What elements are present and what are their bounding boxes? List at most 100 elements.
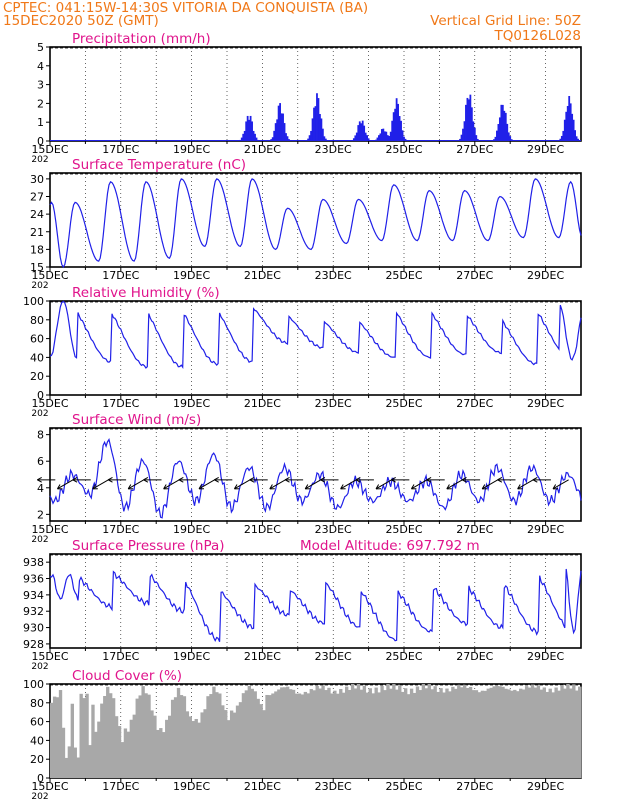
- cloud-bar: [522, 689, 526, 778]
- precip-bar: [497, 124, 500, 141]
- wind-arrow: [446, 479, 463, 490]
- y-tick-label-cloud: 20: [30, 753, 44, 766]
- cloud-bar: [486, 688, 490, 778]
- x-tick-label-press: 19DEC: [173, 650, 210, 663]
- cloud-bar: [297, 693, 302, 778]
- cloud-bar: [162, 732, 166, 778]
- cloud-bar: [578, 686, 582, 778]
- precip-bar: [360, 123, 363, 141]
- cloud-bar: [371, 693, 375, 778]
- precip-bar: [560, 135, 563, 141]
- cloud-bar: [206, 696, 210, 778]
- cloud-bar: [342, 692, 346, 778]
- precip-bar: [473, 127, 476, 141]
- precip-bar: [401, 130, 404, 141]
- precip-bar: [397, 103, 399, 141]
- precip-bar: [509, 136, 512, 141]
- cloud-bar: [536, 685, 541, 778]
- cloud-bar: [368, 688, 372, 778]
- x-tick-label-precip: 27DEC: [456, 143, 493, 156]
- wind-arrow: [411, 479, 428, 490]
- cloud-bar: [85, 693, 89, 778]
- wind-arrow-head: [107, 479, 113, 483]
- wind-arrow-head: [72, 476, 78, 481]
- cloud-bar: [383, 690, 387, 778]
- cloud-bar: [460, 687, 464, 778]
- cloud-bar: [398, 685, 402, 778]
- x-tick-label-cloud: 21DEC: [244, 780, 281, 793]
- precip-bar: [389, 131, 392, 141]
- cloud-bar: [268, 695, 272, 778]
- cloud-bar: [126, 731, 131, 778]
- y-tick-label-rh: 60: [30, 333, 44, 346]
- cloud-bar: [356, 684, 361, 778]
- wind-arrow: [304, 479, 322, 490]
- precip-bar: [242, 133, 245, 141]
- cloud-bar: [135, 698, 139, 778]
- cloud-bar: [415, 686, 420, 778]
- y-tick-label-temp: 15: [30, 261, 44, 274]
- precip-bar: [460, 134, 463, 141]
- cloud-bar: [203, 709, 207, 778]
- cloud-bar: [241, 693, 246, 778]
- precip-bar: [311, 118, 314, 141]
- wind-arrow: [92, 479, 109, 490]
- cloud-bar: [150, 710, 154, 778]
- x-tick-label-temp: 19DEC: [173, 269, 210, 282]
- wind-arrow-head: [446, 484, 450, 490]
- cloud-bar: [182, 696, 187, 778]
- cloud-bar: [545, 691, 549, 778]
- y-tick-label-temp: 24: [30, 208, 44, 221]
- precip-bar: [286, 136, 289, 141]
- cloud-bar: [374, 687, 378, 778]
- precip-bar: [310, 130, 312, 141]
- y-tick-label-cloud: 0: [37, 772, 44, 785]
- y-tick-label-rh: 100: [23, 295, 44, 308]
- precip-bar: [385, 131, 388, 141]
- cloud-bar: [52, 696, 57, 778]
- cloud-bar: [424, 688, 428, 778]
- panel-title-wind: Surface Wind (m/s): [72, 412, 201, 428]
- x-tick-label-wind: 21DEC: [244, 523, 281, 536]
- precip-bar: [575, 136, 578, 141]
- cloud-bar: [58, 690, 63, 778]
- x-tick-label-rh: 29DEC: [527, 397, 564, 410]
- cloud-bar: [377, 692, 381, 778]
- precip-bar: [468, 99, 470, 141]
- cloud-bar: [79, 693, 83, 778]
- wind-arrow-head: [127, 484, 132, 490]
- wind-arrow-head: [284, 476, 290, 481]
- cloud-bar: [73, 747, 77, 778]
- cloud-bar: [170, 699, 175, 778]
- wind-arrow: [552, 479, 569, 490]
- wind-arrow-head: [143, 479, 149, 483]
- x-tick-label-rh: 27DEC: [456, 397, 493, 410]
- precip-bar: [358, 121, 361, 141]
- x-tick-label-press: 29DEC: [527, 650, 564, 663]
- cloud-bar: [100, 703, 104, 778]
- precip-bar: [366, 135, 369, 141]
- cloud-bar: [153, 715, 157, 778]
- x-tick-label-precip: 15DEC: [31, 143, 68, 156]
- x-year-fragment-rh: 202: [31, 409, 48, 419]
- cloud-bar: [244, 690, 249, 778]
- wind-arrow-head: [497, 476, 503, 481]
- wind-arrow-head: [284, 479, 290, 483]
- precip-bar: [251, 121, 253, 141]
- cloud-bar: [94, 731, 98, 778]
- cloud-bar: [454, 688, 458, 778]
- cloud-bar: [507, 689, 511, 778]
- x-year-fragment-press: 202: [31, 662, 48, 672]
- y-tick-label-precip: 5: [37, 41, 44, 54]
- cloud-bar: [489, 687, 493, 778]
- cloud-bar: [303, 691, 308, 778]
- wind-arrow: [517, 479, 534, 490]
- precip-bar: [565, 111, 568, 141]
- cloud-bar: [288, 689, 293, 778]
- precip-bar: [571, 113, 574, 141]
- cloud-bar: [117, 726, 122, 778]
- precip-bar: [317, 98, 320, 141]
- cloud-bar: [513, 689, 517, 778]
- precip-bar: [246, 115, 249, 141]
- precip-bar: [493, 139, 495, 141]
